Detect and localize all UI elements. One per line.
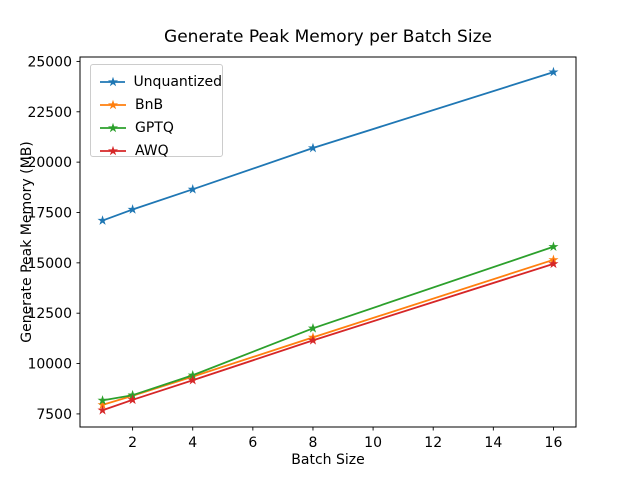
legend-label: GPTQ [135, 119, 174, 136]
legend-label: BnB [135, 96, 164, 113]
chart-title: Generate Peak Memory per Batch Size [164, 27, 492, 47]
legend-entry-unquantized: Unquantized [91, 70, 222, 93]
data-point-marker-unquantized [548, 66, 559, 77]
axes-spines [79, 56, 577, 428]
data-point-marker-gptq [187, 369, 198, 380]
x-tick-label: 8 [309, 435, 318, 451]
x-tick-label: 2 [128, 435, 137, 451]
y-axis-label: Generate Peak Memory (MB) [19, 141, 35, 343]
data-point-marker-awq [307, 335, 319, 345]
data-point-marker-gptq [97, 395, 108, 405]
x-tick-label: 4 [188, 435, 197, 451]
y-tick-label: 7500 [36, 407, 72, 423]
data-point-marker-unquantized [127, 204, 138, 214]
legend-entry-awq: AWQ [91, 139, 222, 162]
legend-entry-gptq: GPTQ [91, 116, 222, 139]
y-tick-label: 17500 [27, 205, 72, 221]
x-tick-label: 16 [545, 435, 563, 451]
x-tick-label: 6 [248, 435, 257, 451]
x-tick-label: 10 [364, 435, 382, 451]
y-tick-label: 20000 [27, 155, 72, 171]
star-marker-icon [107, 145, 119, 155]
legend-label: Unquantized [133, 73, 222, 90]
star-marker-icon [107, 99, 119, 109]
legend-line-sample [100, 99, 126, 109]
legend-line-sample [100, 122, 126, 132]
data-point-marker-unquantized [307, 142, 319, 153]
data-point-marker-gptq [307, 323, 319, 333]
legend-line-sample [100, 76, 126, 86]
data-point-marker-awq [548, 258, 559, 269]
y-tick-label: 10000 [27, 357, 72, 373]
series-line-gptq [101, 245, 555, 402]
y-tick-label: 15000 [27, 256, 72, 272]
data-point-marker-unquantized [187, 184, 198, 194]
legend-label: AWQ [135, 142, 169, 159]
series-line-awq [101, 262, 555, 412]
star-marker-icon [107, 122, 119, 132]
legend-entry-bnb: BnB [91, 93, 222, 116]
y-tick-label: 22500 [27, 105, 72, 121]
x-axis-label: Batch Size [291, 452, 365, 468]
data-point-marker-awq [187, 374, 198, 385]
x-tick-label: 14 [484, 435, 502, 451]
data-point-marker-awq [97, 404, 108, 415]
y-tick-label: 12500 [27, 306, 72, 322]
legend-line-sample [100, 145, 126, 155]
data-point-marker-awq [127, 394, 138, 405]
data-point-marker-gptq [548, 241, 559, 252]
data-point-marker-bnb [97, 399, 108, 410]
legend: Unquantized BnB GPTQ AWQ [90, 64, 223, 159]
data-point-marker-unquantized [97, 215, 108, 225]
y-tick-label: 25000 [27, 54, 72, 70]
star-marker-icon [107, 76, 119, 86]
x-tick-label: 12 [424, 435, 442, 451]
